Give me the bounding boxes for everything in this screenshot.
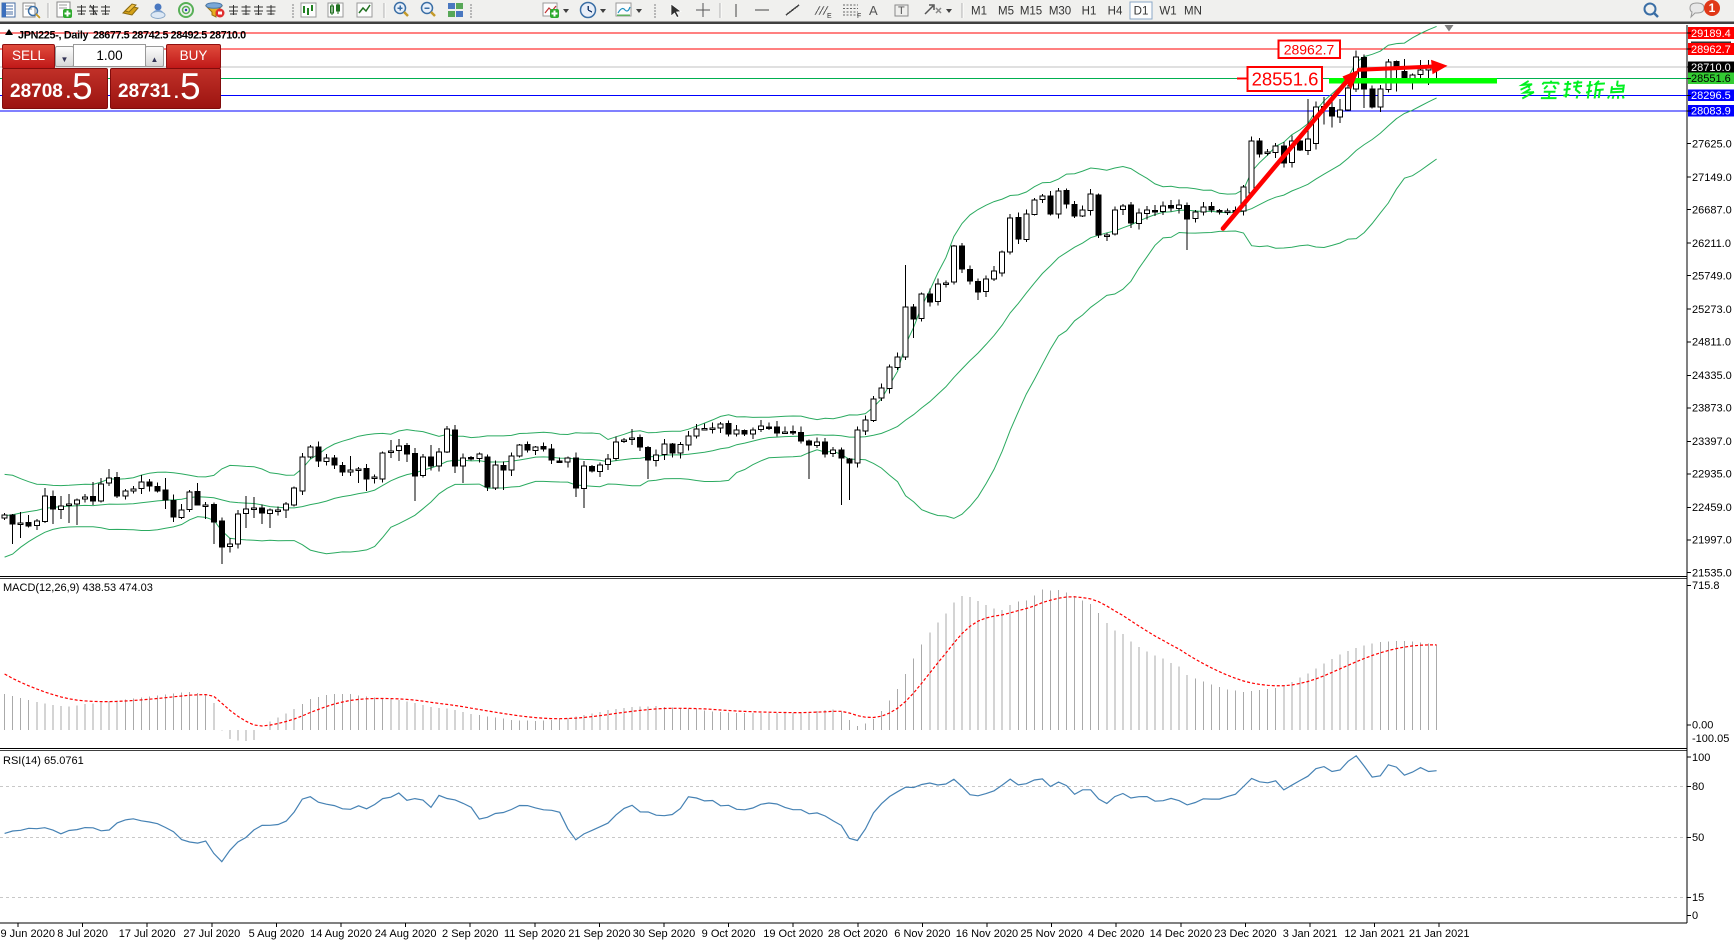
svg-text:8 Jul 2020: 8 Jul 2020 (57, 928, 108, 940)
svg-text:24 Aug 2020: 24 Aug 2020 (375, 928, 437, 940)
svg-text:29189.4: 29189.4 (1691, 28, 1731, 40)
svg-text:28296.5: 28296.5 (1691, 90, 1731, 102)
svg-text:MN: MN (1184, 6, 1202, 18)
svg-text:50: 50 (1692, 832, 1704, 844)
svg-text:28083.9: 28083.9 (1691, 106, 1731, 118)
svg-text:H4: H4 (1108, 6, 1123, 18)
svg-text:26211.0: 26211.0 (1692, 238, 1731, 250)
svg-text:21997.0: 21997.0 (1692, 535, 1732, 547)
svg-text:14 Aug 2020: 14 Aug 2020 (310, 928, 372, 940)
svg-text:2 Sep 2020: 2 Sep 2020 (442, 928, 498, 940)
svg-text:M15: M15 (1020, 6, 1042, 18)
svg-text:W1: W1 (1159, 6, 1176, 18)
svg-text:25 Nov 2020: 25 Nov 2020 (1020, 928, 1082, 940)
svg-text:D1: D1 (1134, 6, 1149, 18)
svg-text:4 Dec 2020: 4 Dec 2020 (1088, 928, 1144, 940)
svg-text:21 Sep 2020: 21 Sep 2020 (568, 928, 630, 940)
svg-text:1: 1 (1709, 1, 1716, 15)
svg-text:27 Jul 2020: 27 Jul 2020 (183, 928, 240, 940)
svg-text:24811.0: 24811.0 (1692, 337, 1731, 349)
svg-text:21535.0: 21535.0 (1692, 567, 1732, 579)
svg-text:26687.0: 26687.0 (1692, 205, 1732, 217)
svg-text:5 Aug 2020: 5 Aug 2020 (249, 928, 305, 940)
svg-text:16 Nov 2020: 16 Nov 2020 (956, 928, 1018, 940)
svg-text:22459.0: 22459.0 (1692, 502, 1732, 514)
svg-text:23873.0: 23873.0 (1692, 403, 1732, 415)
svg-text:24335.0: 24335.0 (1692, 370, 1732, 382)
svg-text:28 Oct 2020: 28 Oct 2020 (828, 928, 888, 940)
svg-text:6 Nov 2020: 6 Nov 2020 (894, 928, 950, 940)
svg-text:9 Oct 2020: 9 Oct 2020 (702, 928, 756, 940)
svg-text:25749.0: 25749.0 (1692, 271, 1732, 283)
svg-text:19 Oct 2020: 19 Oct 2020 (763, 928, 823, 940)
svg-text:27625.0: 27625.0 (1692, 138, 1732, 150)
svg-text:23397.0: 23397.0 (1692, 436, 1732, 448)
svg-text:E: E (827, 13, 832, 20)
svg-text:T: T (898, 5, 905, 17)
svg-text:A: A (869, 3, 878, 18)
svg-text:-100.05: -100.05 (1692, 733, 1729, 745)
svg-text:MACD(12,26,9) 438.53 474.03: MACD(12,26,9) 438.53 474.03 (3, 582, 153, 594)
svg-text:28710.0: 28710.0 (1691, 62, 1731, 74)
svg-text:28962.7: 28962.7 (1284, 42, 1335, 58)
svg-text:28551.6: 28551.6 (1691, 73, 1731, 85)
svg-text:0: 0 (1692, 910, 1698, 922)
svg-text:15: 15 (1692, 892, 1704, 904)
svg-text:22935.0: 22935.0 (1692, 469, 1732, 481)
svg-text:30 Sep 2020: 30 Sep 2020 (633, 928, 695, 940)
svg-text:21 Jan 2021: 21 Jan 2021 (1409, 928, 1470, 940)
svg-text:17 Jul 2020: 17 Jul 2020 (119, 928, 176, 940)
svg-text:715.8: 715.8 (1692, 580, 1720, 592)
svg-text:M5: M5 (998, 6, 1014, 18)
svg-text:RSI(14) 65.0761: RSI(14) 65.0761 (3, 755, 84, 767)
svg-text:28962.7: 28962.7 (1691, 44, 1731, 56)
svg-text:M1: M1 (971, 6, 987, 18)
svg-text:80: 80 (1692, 781, 1704, 793)
svg-text:28677.5 28742.5 28492.5 28710.: 28677.5 28742.5 28492.5 28710.0 (93, 30, 246, 42)
svg-text:11 Sep 2020: 11 Sep 2020 (504, 928, 566, 940)
svg-text:9 Jun 2020: 9 Jun 2020 (1, 928, 55, 940)
svg-text:23 Dec 2020: 23 Dec 2020 (1214, 928, 1276, 940)
svg-text:14 Dec 2020: 14 Dec 2020 (1150, 928, 1212, 940)
svg-text:25273.0: 25273.0 (1692, 304, 1732, 316)
svg-text:M30: M30 (1049, 6, 1071, 18)
svg-text:12 Jan 2021: 12 Jan 2021 (1344, 928, 1405, 940)
svg-text:JPN225-, Daily: JPN225-, Daily (18, 30, 89, 42)
svg-text:F: F (857, 13, 861, 20)
svg-text:H1: H1 (1082, 6, 1097, 18)
svg-text:100: 100 (1692, 752, 1710, 764)
svg-text:3 Jan 2021: 3 Jan 2021 (1283, 928, 1337, 940)
svg-text:0.00: 0.00 (1692, 720, 1713, 732)
svg-text:28551.6: 28551.6 (1252, 69, 1319, 90)
svg-text:27149.0: 27149.0 (1692, 172, 1732, 184)
